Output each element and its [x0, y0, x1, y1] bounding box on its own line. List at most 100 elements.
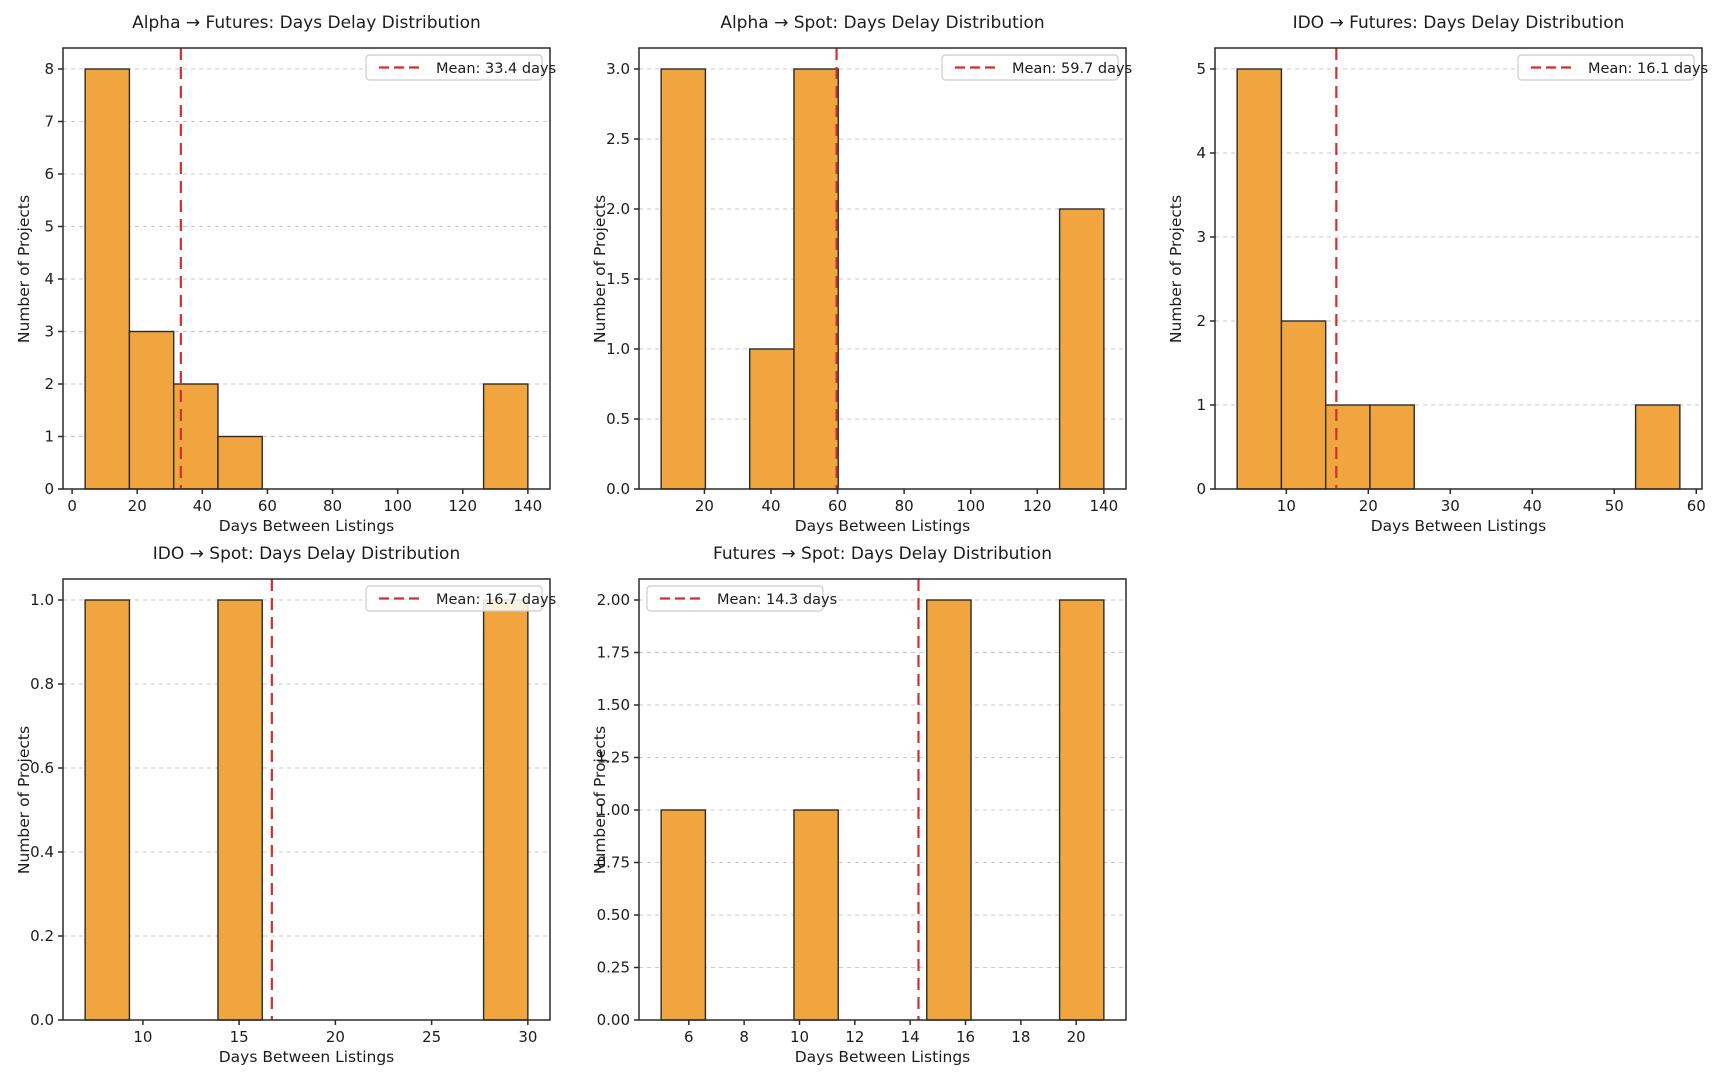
legend-label: Mean: 14.3 days: [717, 592, 837, 608]
y-tick-label: 0.4: [30, 843, 54, 861]
chart-title: IDO → Futures: Days Delay Distribution: [1292, 13, 1625, 33]
x-tick-label: 40: [1523, 497, 1542, 515]
x-tick-label: 30: [518, 1028, 537, 1046]
histogram-bar: [926, 599, 972, 1021]
legend: Mean: 59.7 days: [941, 54, 1132, 81]
y-tick-label: 2: [44, 375, 54, 393]
histogram-bar: [748, 348, 795, 490]
histogram-bar: [1324, 404, 1371, 490]
x-tick-label: 80: [895, 497, 914, 515]
x-tick-label: 20: [128, 497, 147, 515]
y-tick-label: 3.0: [606, 60, 630, 78]
y-axis-label: Number of Projects: [15, 725, 33, 875]
histogram-bar: [84, 68, 131, 490]
y-tick-label: 2.0: [606, 200, 630, 218]
y-tick-label: 2.5: [606, 130, 630, 148]
plot-area-ido-futures: 10 20 30 40 50 60 0 1 2 3 4 5 Mean: 16.1 days: [1196, 47, 1708, 515]
y-tick-label: 1: [1196, 396, 1206, 414]
x-tick-label: 10: [133, 1028, 152, 1046]
legend-box: [365, 585, 543, 612]
x-axis-label: Days Between Listings: [794, 517, 971, 535]
axes-frame: [1214, 47, 1703, 490]
chart-alpha-spot: 20 40 60 80 100 120 140 0.0 0.5 1.0 1.5 2.0 2.5 3.0 Me…: [576, 0, 1152, 535]
histogram-bar: [1058, 599, 1105, 1021]
histogram-bar: [128, 330, 175, 490]
histogram-bar: [1280, 320, 1327, 490]
y-tick-label: 0: [1196, 480, 1206, 498]
y-tick-label: 1.50: [597, 696, 630, 714]
x-tick-label: 120: [448, 497, 477, 515]
y-tick-label: 0.5: [606, 410, 630, 428]
x-axis-label: Days Between Listings: [218, 517, 395, 535]
x-tick-label: 12: [845, 1028, 864, 1046]
legend-box: [1517, 54, 1695, 81]
y-tick-label: 1.25: [597, 749, 630, 767]
chart-title: Alpha → Futures: Days Delay Distribution: [132, 13, 481, 33]
histogram-bar: [217, 599, 263, 1021]
y-tick-label: 0.75: [597, 854, 630, 872]
x-tick-label: 140: [1090, 497, 1119, 515]
y-axis-label: Number of Projects: [591, 725, 609, 875]
y-tick-label: 2: [1196, 312, 1206, 330]
y-tick-label: 1.5: [606, 270, 630, 288]
y-axis-label: Number of Projects: [1167, 194, 1185, 344]
x-tick-label: 15: [230, 1028, 249, 1046]
legend: Mean: 16.1 days: [1517, 54, 1708, 81]
histogram-bar: [660, 68, 707, 490]
histogram-bar: [217, 435, 263, 490]
x-tick-label: 0: [67, 497, 77, 515]
legend-label: Mean: 33.4 days: [436, 61, 556, 77]
axes-frame: [638, 47, 1127, 490]
chart-title: Alpha → Spot: Days Delay Distribution: [720, 13, 1045, 33]
chart-title: IDO → Spot: Days Delay Distribution: [152, 544, 461, 564]
x-tick-label: 25: [422, 1028, 441, 1046]
x-tick-label: 10: [1277, 497, 1296, 515]
y-tick-label: 0.00: [597, 1011, 630, 1029]
x-tick-label: 20: [326, 1028, 345, 1046]
x-axis-label: Days Between Listings: [794, 1048, 971, 1066]
legend-box: [941, 54, 1119, 81]
histogram-bar: [1236, 68, 1283, 490]
y-tick-label: 1.75: [597, 644, 630, 662]
chart-title: Futures → Spot: Days Delay Distribution: [713, 544, 1052, 564]
chart-ido-futures: 10 20 30 40 50 60 0 1 2 3 4 5 Mean: 16.1 days IDO → …: [1152, 0, 1728, 535]
x-tick-label: 60: [1687, 497, 1706, 515]
y-axis-label: Number of Projects: [15, 194, 33, 344]
y-tick-label: 6: [44, 165, 54, 183]
histogram-bar: [793, 68, 839, 490]
axes-frame: [62, 578, 551, 1021]
y-tick-label: 4: [44, 270, 54, 288]
x-tick-label: 16: [956, 1028, 975, 1046]
x-tick-label: 140: [514, 497, 543, 515]
x-tick-label: 8: [739, 1028, 749, 1046]
y-tick-label: 0.6: [30, 759, 54, 777]
x-tick-label: 100: [383, 497, 412, 515]
axes-frame: [638, 578, 1127, 1021]
x-tick-label: 6: [684, 1028, 694, 1046]
x-tick-label: 30: [1441, 497, 1460, 515]
histogram-bar: [482, 383, 529, 490]
x-tick-label: 60: [828, 497, 847, 515]
x-axis-label: Days Between Listings: [218, 1048, 395, 1066]
chart-futures-spot: 6 8 10 12 14 16 18 20 0.00 0.25 0.50 0.75 1.00 1.25 1.…: [576, 531, 1152, 1066]
legend-box: [365, 54, 543, 81]
legend: Mean: 16.7 days: [365, 585, 556, 612]
x-axis-label: Days Between Listings: [1370, 517, 1547, 535]
axes-frame: [62, 47, 551, 490]
y-tick-label: 1: [44, 428, 54, 446]
legend-box: [646, 585, 824, 612]
legend: Mean: 33.4 days: [365, 54, 556, 81]
y-tick-label: 0.0: [606, 480, 630, 498]
x-tick-label: 40: [761, 497, 780, 515]
y-axis-label: Number of Projects: [591, 194, 609, 344]
x-tick-label: 120: [1023, 497, 1052, 515]
y-tick-label: 0: [44, 480, 54, 498]
y-tick-label: 1.0: [606, 340, 630, 358]
x-tick-label: 20: [695, 497, 714, 515]
y-tick-label: 0.25: [597, 959, 630, 977]
chart-ido-spot: 10 15 20 25 30 0.0 0.2 0.4 0.6 0.8 1.0 Mean: 16.7 d…: [0, 531, 576, 1066]
y-tick-label: 5: [1196, 60, 1206, 78]
histogram-bar: [1369, 404, 1415, 490]
plot-area-ido-spot: 10 15 20 25 30 0.0 0.2 0.4 0.6 0.8 1.0 Mean: 16.7 d…: [30, 578, 556, 1046]
